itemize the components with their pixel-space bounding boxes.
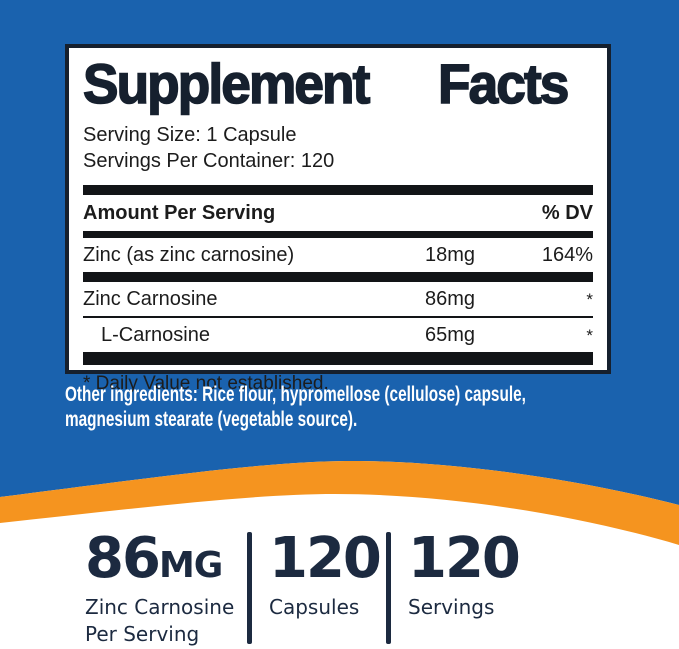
divider-bar-bottom <box>83 352 593 365</box>
stat-unit: MG <box>158 545 223 586</box>
stat-value-row: 120 <box>408 530 528 588</box>
amount-per-serving-label: Amount Per Serving <box>83 202 276 224</box>
nutrient-name: Zinc (as zinc carnosine) <box>83 244 295 266</box>
divider-bar-header <box>83 231 593 238</box>
servings-per-container: Servings Per Container: 120 <box>83 150 335 172</box>
serving-size: Serving Size: 1 Capsule <box>83 124 297 146</box>
nutrient-amount: 86mg <box>424 288 475 310</box>
nutrient-row-zinc: Zinc (as zinc carnosine) 18mg 164% <box>83 238 593 272</box>
percent-dv-label: % DV <box>541 202 593 224</box>
nutrient-row-zinc-carnosine: Zinc Carnosine 86mg * <box>83 282 593 316</box>
divider-bar-mid <box>83 272 593 282</box>
nutrient-dv: * <box>586 290 593 309</box>
swoosh-orange-shape <box>0 460 679 545</box>
stat-label: Servings <box>408 594 528 621</box>
stat-strip: 86 MG Zinc Carnosine Per Serving 120 Cap… <box>85 530 528 648</box>
other-ingredients: Other ingredients: Rice flour, hypromell… <box>65 382 665 432</box>
stat-label: Zinc Carnosine Per Serving <box>85 594 235 648</box>
stat-divider <box>247 532 252 644</box>
nutrient-dv: 164% <box>541 244 593 266</box>
stat-label-line-2: Per Serving <box>85 622 200 646</box>
panel-title-word-1: Supplement <box>82 52 371 115</box>
stat-divider <box>386 532 391 644</box>
other-ingredients-line-1: Other ingredients: Rice flour, hypromell… <box>65 383 526 406</box>
nutrient-row-l-carnosine: L-Carnosine 65mg * <box>83 318 593 352</box>
stat-capsules: 120 Capsules <box>269 530 382 648</box>
stat-value-row: 120 <box>269 530 382 588</box>
supplement-facts-panel: Supplement Facts Serving Size: 1 Capsule… <box>65 44 611 394</box>
daily-value-footnote: * Daily Value not established. <box>83 373 329 394</box>
stat-zinc-carnosine-per-serving: 86 MG Zinc Carnosine Per Serving <box>85 530 235 648</box>
nutrient-name: L-Carnosine <box>101 324 210 346</box>
nutrient-name: Zinc Carnosine <box>83 288 218 310</box>
panel-title-word-2: Facts <box>437 52 570 115</box>
nutrient-amount: 65mg <box>424 324 475 346</box>
stat-value: 120 <box>269 526 382 591</box>
stat-label-line-1: Zinc Carnosine <box>85 595 235 619</box>
stat-label-line-1: Capsules <box>269 595 360 619</box>
nutrient-dv: * <box>586 326 593 345</box>
nutrient-amount: 18mg <box>424 244 475 266</box>
stat-servings: 120 Servings <box>408 530 528 648</box>
divider-bar-top <box>83 185 593 195</box>
swoosh-divider <box>0 430 679 545</box>
stat-value-row: 86 MG <box>85 530 230 588</box>
stat-value: 86 <box>85 526 161 591</box>
stat-label: Capsules <box>269 594 369 621</box>
panel-title: Supplement Facts <box>82 52 570 115</box>
stat-value: 120 <box>408 526 521 591</box>
other-ingredients-line-2: magnesium stearate (vegetable source). <box>65 408 358 431</box>
divider-rule-thin <box>83 316 593 318</box>
stat-label-line-1: Servings <box>408 595 495 619</box>
amount-per-serving-header: Amount Per Serving % DV <box>83 195 593 231</box>
swoosh-blue-shape <box>0 430 679 505</box>
